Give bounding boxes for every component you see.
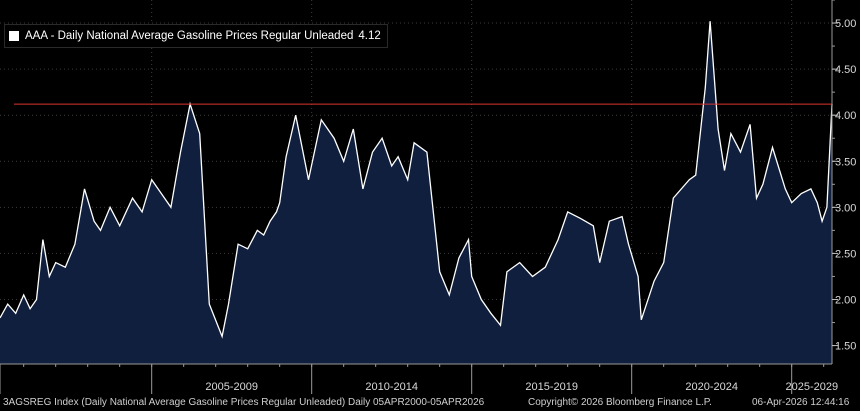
price-area-fill [0, 21, 832, 364]
y-tick-label: 4.50 [835, 64, 856, 76]
y-tick-label: 2.00 [835, 294, 856, 306]
x-period-label: 2015-2019 [525, 381, 578, 393]
price-series-line [0, 21, 833, 339]
x-period-label: 2025-2029 [786, 381, 839, 393]
legend-label: AAA - Daily National Average Gasoline Pr… [25, 30, 354, 42]
gasoline-price-chart: 1.50 2.00 2.50 3.00 3.50 4.00 4.50 5.00 2005-20… [0, 0, 857, 394]
y-tick-label: 3.00 [835, 202, 856, 214]
y-tick-label: 1.50 [835, 341, 856, 353]
footer: 3AGSREG Index (Daily National Average Ga… [0, 396, 860, 411]
x-period-label: 2010-2014 [365, 381, 418, 393]
x-period-label: 2005-2009 [205, 381, 258, 393]
x-axis: 2005-2009 2010-2014 2015-2019 2020-2024 2025… [0, 363, 839, 394]
footer-copyright: Copyright© 2026 Bloomberg Finance L.P. [528, 397, 712, 408]
y-tick-label: 5.00 [835, 18, 856, 30]
footer-index-description: 3AGSREG Index (Daily National Average Ga… [3, 397, 485, 408]
y-tick-label: 3.50 [835, 156, 856, 168]
y-tick-label: 2.50 [835, 248, 856, 260]
x-period-label: 2020-2024 [685, 381, 738, 393]
legend-swatch [9, 31, 19, 41]
footer-timestamp: 06-Apr-2026 12:44:16 [752, 397, 850, 408]
y-tick-label: 4.00 [835, 110, 856, 122]
legend: AAA - Daily National Average Gasoline Pr… [4, 24, 388, 48]
y-axis: 1.50 2.00 2.50 3.00 3.50 4.00 4.50 5.00 [831, 0, 856, 364]
legend-last-value: 4.12 [358, 30, 381, 42]
